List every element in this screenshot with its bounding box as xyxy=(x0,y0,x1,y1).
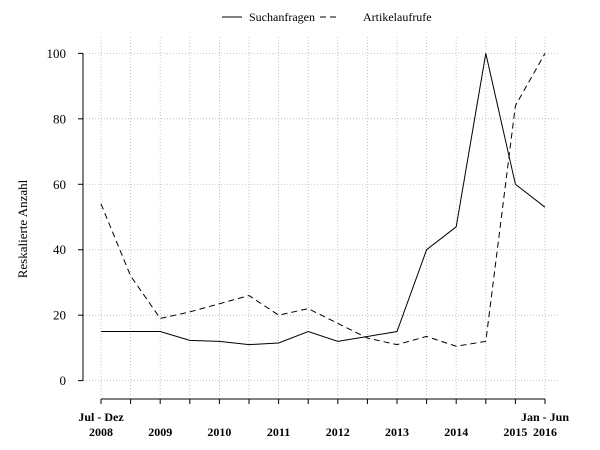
grid-lines xyxy=(83,37,560,397)
series-lines xyxy=(100,53,546,347)
legend-label: Suchanfragen xyxy=(249,10,315,24)
series-line-suchanfragen xyxy=(101,53,546,346)
y-axis-label: Reskalierte Anzahl xyxy=(15,179,30,278)
y-tick-label: 60 xyxy=(53,177,66,192)
y-tick-label: 20 xyxy=(53,308,66,323)
x-tick-label: 2015 xyxy=(503,425,527,439)
x-tick-label-upper: Jul - Dez xyxy=(78,410,124,424)
y-tick-label: 0 xyxy=(60,373,67,388)
series-line-artikelaufrufe xyxy=(100,53,546,347)
y-tick-label: 80 xyxy=(53,111,66,126)
legend: Suchanfragen Artikelaufrufe xyxy=(222,10,432,24)
x-tick-label: 2012 xyxy=(326,425,350,439)
x-tick-label: 2013 xyxy=(385,425,409,439)
x-tick-label-upper: Jan - Jun xyxy=(521,410,569,424)
x-tick-label: 2014 xyxy=(444,425,468,439)
y-tick-label: 100 xyxy=(47,46,67,61)
x-tick-label: 2010 xyxy=(207,425,231,439)
legend-label: Artikelaufrufe xyxy=(363,10,432,24)
x-tick-label: 2011 xyxy=(267,425,290,439)
x-tick-label: 2009 xyxy=(148,425,172,439)
x-tick-label: 2008 xyxy=(89,425,113,439)
x-tick-label: 2016 xyxy=(533,425,557,439)
y-tick-label: 40 xyxy=(53,242,66,257)
